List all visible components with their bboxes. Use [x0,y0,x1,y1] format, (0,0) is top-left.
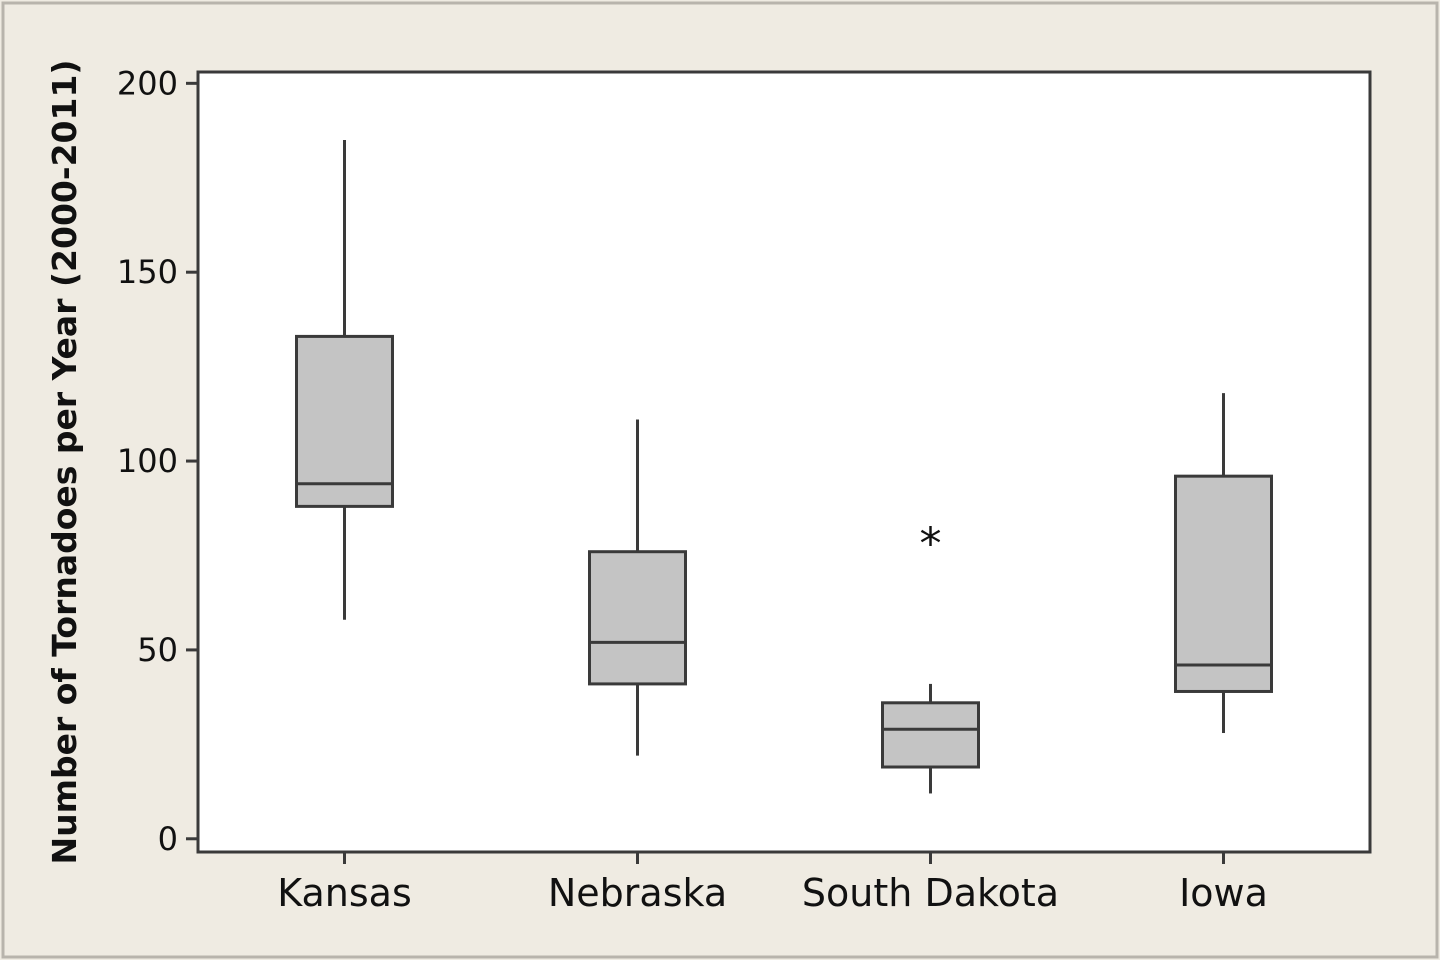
box-series: * [295,139,1273,794]
box-south-dakota [881,701,980,769]
box-kansas [295,334,394,508]
x-tick-label: Iowa [1179,871,1268,915]
box-nebraska [588,550,687,686]
y-axis: 0 50 100 150 200 [117,64,198,858]
y-tick-label: 0 [158,820,178,858]
x-tick-label: Kansas [277,871,412,915]
y-axis-title: Number of Tornadoes per Year (2000-2011) [45,59,84,864]
y-tick-label: 50 [137,631,178,669]
x-tick-label: Nebraska [548,871,727,915]
y-tick-label: 150 [117,253,178,291]
y-tick-label: 200 [117,64,178,102]
x-axis: Kansas Nebraska South Dakota Iowa [277,852,1268,915]
y-tick-label: 100 [117,442,178,480]
outlier-marker-south-dakota: * [920,519,942,570]
x-tick-label: South Dakota [802,871,1059,915]
box-iowa [1174,474,1273,693]
